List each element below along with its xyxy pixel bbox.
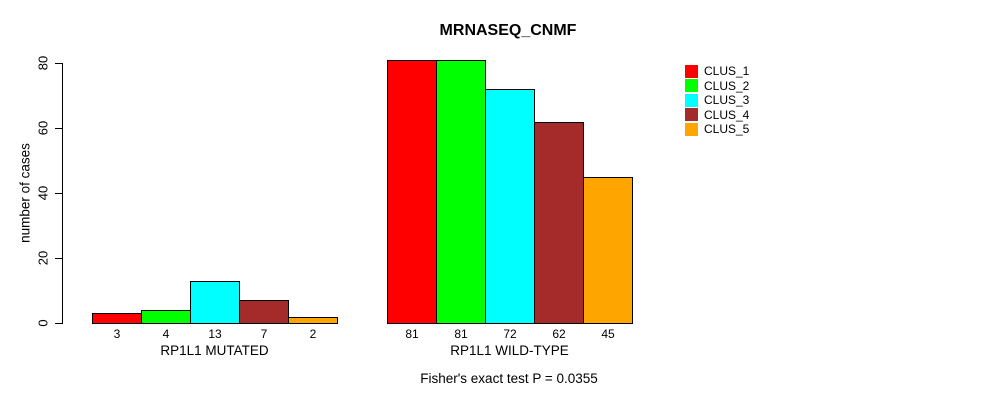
y-tick-label: 0 (35, 319, 51, 327)
chart-title: MRNASEQ_CNMF (439, 22, 577, 39)
bar-value-label: 13 (208, 327, 222, 341)
bar-value-label: 72 (503, 327, 517, 341)
bar-CLUS_2-group2 (436, 59, 486, 324)
legend-swatch-icon (685, 108, 698, 122)
bar-CLUS_1-group2 (387, 59, 437, 324)
bar-value-label: 4 (162, 327, 170, 341)
y-tick-label: 60 (35, 120, 51, 136)
y-tick-mark (55, 258, 62, 259)
y-tick-label: 40 (35, 185, 51, 201)
bar-value-label: 45 (601, 327, 615, 341)
legend-row-CLUS_3: CLUS_3 (685, 93, 749, 108)
x-group-label: RP1L1 MUTATED (160, 343, 269, 358)
y-tick-mark (55, 323, 62, 324)
legend: CLUS_1 CLUS_2 CLUS_3 CLUS_4 CLUS_5 (685, 64, 749, 137)
legend-swatch-icon (685, 122, 698, 136)
legend-row-CLUS_2: CLUS_2 (685, 79, 749, 94)
bar-value-label: 2 (309, 327, 317, 341)
y-axis-title: number of cases (17, 143, 33, 243)
legend-label: CLUS_4 (704, 107, 750, 122)
bar-value-label: 81 (405, 327, 419, 341)
fisher-test-annotation: Fisher's exact test P = 0.0355 (420, 371, 598, 386)
bar-CLUS_2-group1 (141, 310, 191, 324)
legend-swatch-icon (685, 79, 698, 93)
bar-value-label: 81 (454, 327, 468, 341)
bar-value-label: 3 (113, 327, 121, 341)
legend-row-CLUS_5: CLUS_5 (685, 122, 749, 137)
y-axis-line (62, 63, 63, 324)
legend-row-CLUS_4: CLUS_4 (685, 108, 749, 123)
legend-row-CLUS_1: CLUS_1 (685, 64, 749, 79)
y-tick-mark (55, 128, 62, 129)
legend-label: CLUS_1 (704, 64, 750, 79)
bar-CLUS_5-group1 (288, 316, 338, 324)
bar-CLUS_3-group2 (485, 89, 535, 324)
legend-swatch-icon (685, 64, 698, 78)
y-tick-mark (55, 63, 62, 64)
bar-value-label: 62 (552, 327, 566, 341)
legend-swatch-icon (685, 93, 698, 107)
bar-CLUS_5-group2 (583, 176, 633, 324)
bar-CLUS_4-group2 (534, 121, 584, 324)
legend-label: CLUS_3 (704, 93, 750, 108)
y-tick-mark (55, 193, 62, 194)
legend-label: CLUS_2 (704, 78, 750, 93)
bar-CLUS_1-group1 (92, 313, 142, 324)
x-group-label: RP1L1 WILD-TYPE (450, 343, 569, 358)
y-tick-label: 20 (35, 250, 51, 266)
bar-value-label: 7 (260, 327, 268, 341)
y-tick-label: 80 (35, 55, 51, 71)
legend-label: CLUS_5 (704, 122, 750, 137)
bar-CLUS_4-group1 (239, 300, 289, 324)
bar-CLUS_3-group1 (190, 280, 240, 324)
